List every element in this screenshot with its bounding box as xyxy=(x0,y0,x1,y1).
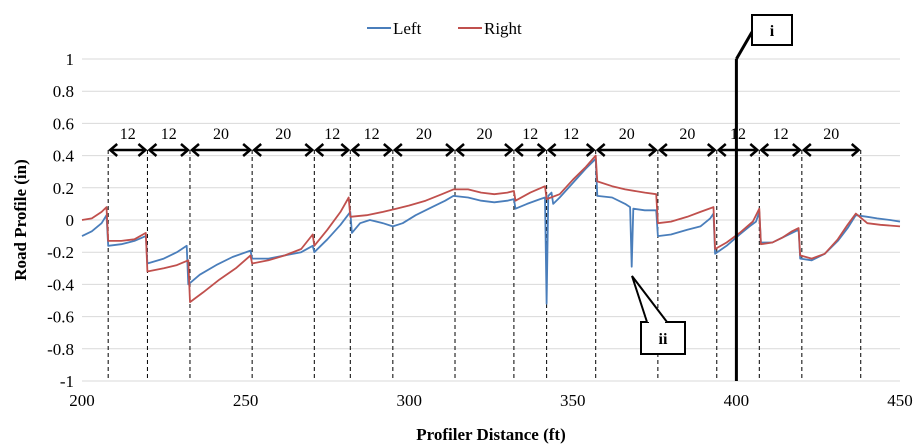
section-length-label: 20 xyxy=(679,126,695,143)
section-arrow-head xyxy=(536,143,547,157)
section-length-label: 20 xyxy=(823,126,839,143)
series-lines xyxy=(81,154,901,305)
callout-label: ii xyxy=(659,331,668,348)
section-length-label: 12 xyxy=(563,126,579,143)
section-length-label: 20 xyxy=(619,126,635,143)
section-arrow-head xyxy=(190,143,200,157)
section-length-label: 20 xyxy=(476,126,492,143)
y-tick-label: 0.6 xyxy=(53,114,74,133)
section-length-label: 12 xyxy=(773,126,789,143)
y-tick-label: -0.2 xyxy=(47,243,74,262)
section-arrow-head xyxy=(657,143,668,157)
x-axis-title: Profiler Distance (ft) xyxy=(416,425,565,444)
callouts: iii xyxy=(631,14,793,355)
y-tick-label: -0.6 xyxy=(47,308,74,327)
section-arrow-head xyxy=(445,143,455,157)
section-arrow-head xyxy=(513,143,524,157)
section-arrow-head xyxy=(314,143,325,157)
callout-pointer xyxy=(631,275,668,323)
section-arrow-head xyxy=(383,143,393,157)
section-arrow-head xyxy=(242,143,253,157)
callout-leader-line xyxy=(735,31,754,60)
grid-lines xyxy=(82,58,900,382)
section-arrow-head xyxy=(716,143,727,157)
section-arrow-head xyxy=(546,143,557,157)
x-tick-label: 350 xyxy=(560,391,586,410)
section-arrow-head xyxy=(350,143,361,157)
section-arrow-head xyxy=(585,143,596,157)
section-arrow-head xyxy=(180,143,190,157)
y-tick-label: -1 xyxy=(60,372,74,391)
y-tick-label: 0.8 xyxy=(53,82,74,101)
y-tick-label: -0.4 xyxy=(47,275,74,294)
x-tick-label: 450 xyxy=(887,391,913,410)
section-arrow-head xyxy=(706,143,717,157)
x-tick-label: 300 xyxy=(396,391,422,410)
section-length-arrows: 12 12 20 20 12 12 20 20 12 12 20 20 12 12 20 xyxy=(108,126,861,157)
section-arrow-head xyxy=(504,143,514,157)
y-tick-label: 0 xyxy=(66,211,75,230)
y-axis-title: Road Profile (in) xyxy=(11,159,30,281)
section-length-label: 12 xyxy=(120,126,136,143)
legend-label-left: Left xyxy=(393,19,422,38)
callout-label: i xyxy=(770,23,775,40)
section-arrow-head xyxy=(252,143,262,157)
section-arrow-head xyxy=(455,143,465,157)
section-length-label: 12 xyxy=(161,126,177,143)
legend: Left Right xyxy=(367,19,522,38)
x-tick-label: 250 xyxy=(233,391,259,410)
section-length-label: 20 xyxy=(275,126,291,143)
x-tick-label: 400 xyxy=(724,391,750,410)
section-arrow-head xyxy=(108,143,118,157)
section-length-label: 12 xyxy=(730,126,746,143)
y-tick-label: -0.8 xyxy=(47,340,74,359)
section-arrow-head xyxy=(304,143,315,157)
section-arrow-head xyxy=(792,143,802,157)
section-boundary-lines xyxy=(107,150,862,381)
section-arrow-head xyxy=(801,143,812,157)
section-arrow-head xyxy=(749,143,760,157)
x-tick-label: 200 xyxy=(69,391,95,410)
y-tick-label: 0.4 xyxy=(53,147,75,166)
section-length-label: 20 xyxy=(213,126,229,143)
x-axis-ticks: 200 250 300 350 400 450 xyxy=(69,391,913,410)
series-line-left xyxy=(81,157,901,305)
y-tick-label: 0.2 xyxy=(53,179,74,198)
section-arrow-head xyxy=(137,143,148,157)
section-length-label: 12 xyxy=(522,126,538,143)
section-length-label: 12 xyxy=(324,126,340,143)
callout-box xyxy=(751,14,793,46)
series-line-right xyxy=(81,154,901,304)
section-length-label: 12 xyxy=(364,126,380,143)
section-length-label: 20 xyxy=(416,126,432,143)
section-arrow-head xyxy=(759,143,770,157)
section-arrow-head xyxy=(392,143,403,157)
legend-label-right: Right xyxy=(484,19,522,38)
section-arrow-head xyxy=(850,143,861,157)
section-arrow-head xyxy=(340,143,351,157)
y-axis-ticks: 1 0.8 0.6 0.4 0.2 0 -0.2 -0.4 -0.6 -0.8 -1 xyxy=(47,50,74,391)
section-arrow-head xyxy=(147,143,158,157)
section-arrow-head xyxy=(648,143,658,157)
y-tick-label: 1 xyxy=(66,50,75,69)
section-arrow-head xyxy=(595,143,606,157)
